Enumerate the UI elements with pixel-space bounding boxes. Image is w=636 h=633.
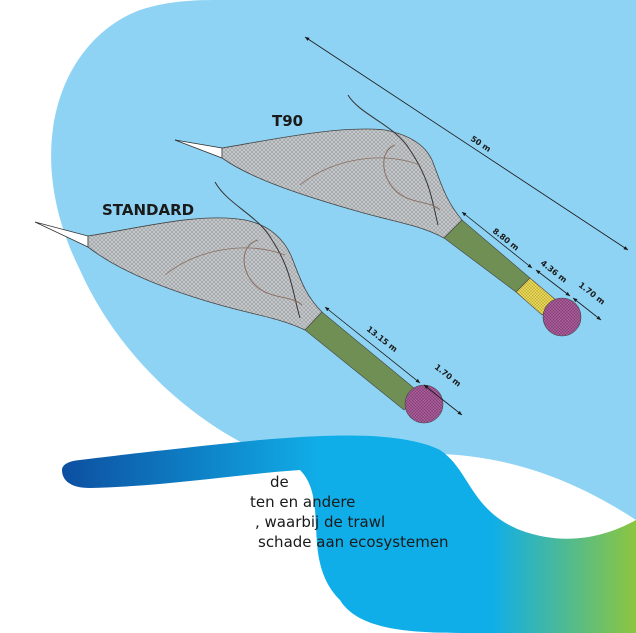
paragraph-line-2: ten en andere <box>250 493 356 511</box>
paragraph-line-1: de <box>270 473 289 491</box>
body-paragraph: de ten en andere , waarbij de trawl scha… <box>0 472 449 552</box>
t90-codend-dimension-line <box>572 297 602 321</box>
standard-codend-dimension-line <box>423 384 463 416</box>
paragraph-line-4: schade aan ecosystemen <box>258 533 449 551</box>
standard-extension-dimension-line <box>324 306 421 384</box>
t90-total-dimension-line <box>304 36 629 251</box>
t90-section-dimension-line <box>535 269 571 297</box>
standard-label: STANDARD <box>102 201 194 219</box>
t90-codend <box>542 297 582 337</box>
standard-codend <box>404 384 444 424</box>
standard-net-body <box>87 217 323 331</box>
t90-label: T90 <box>272 112 303 130</box>
t90-extension-dimension-line <box>461 211 533 269</box>
paragraph-line-3: , waarbij de trawl <box>255 513 386 531</box>
decorative-wave-band <box>62 435 636 633</box>
